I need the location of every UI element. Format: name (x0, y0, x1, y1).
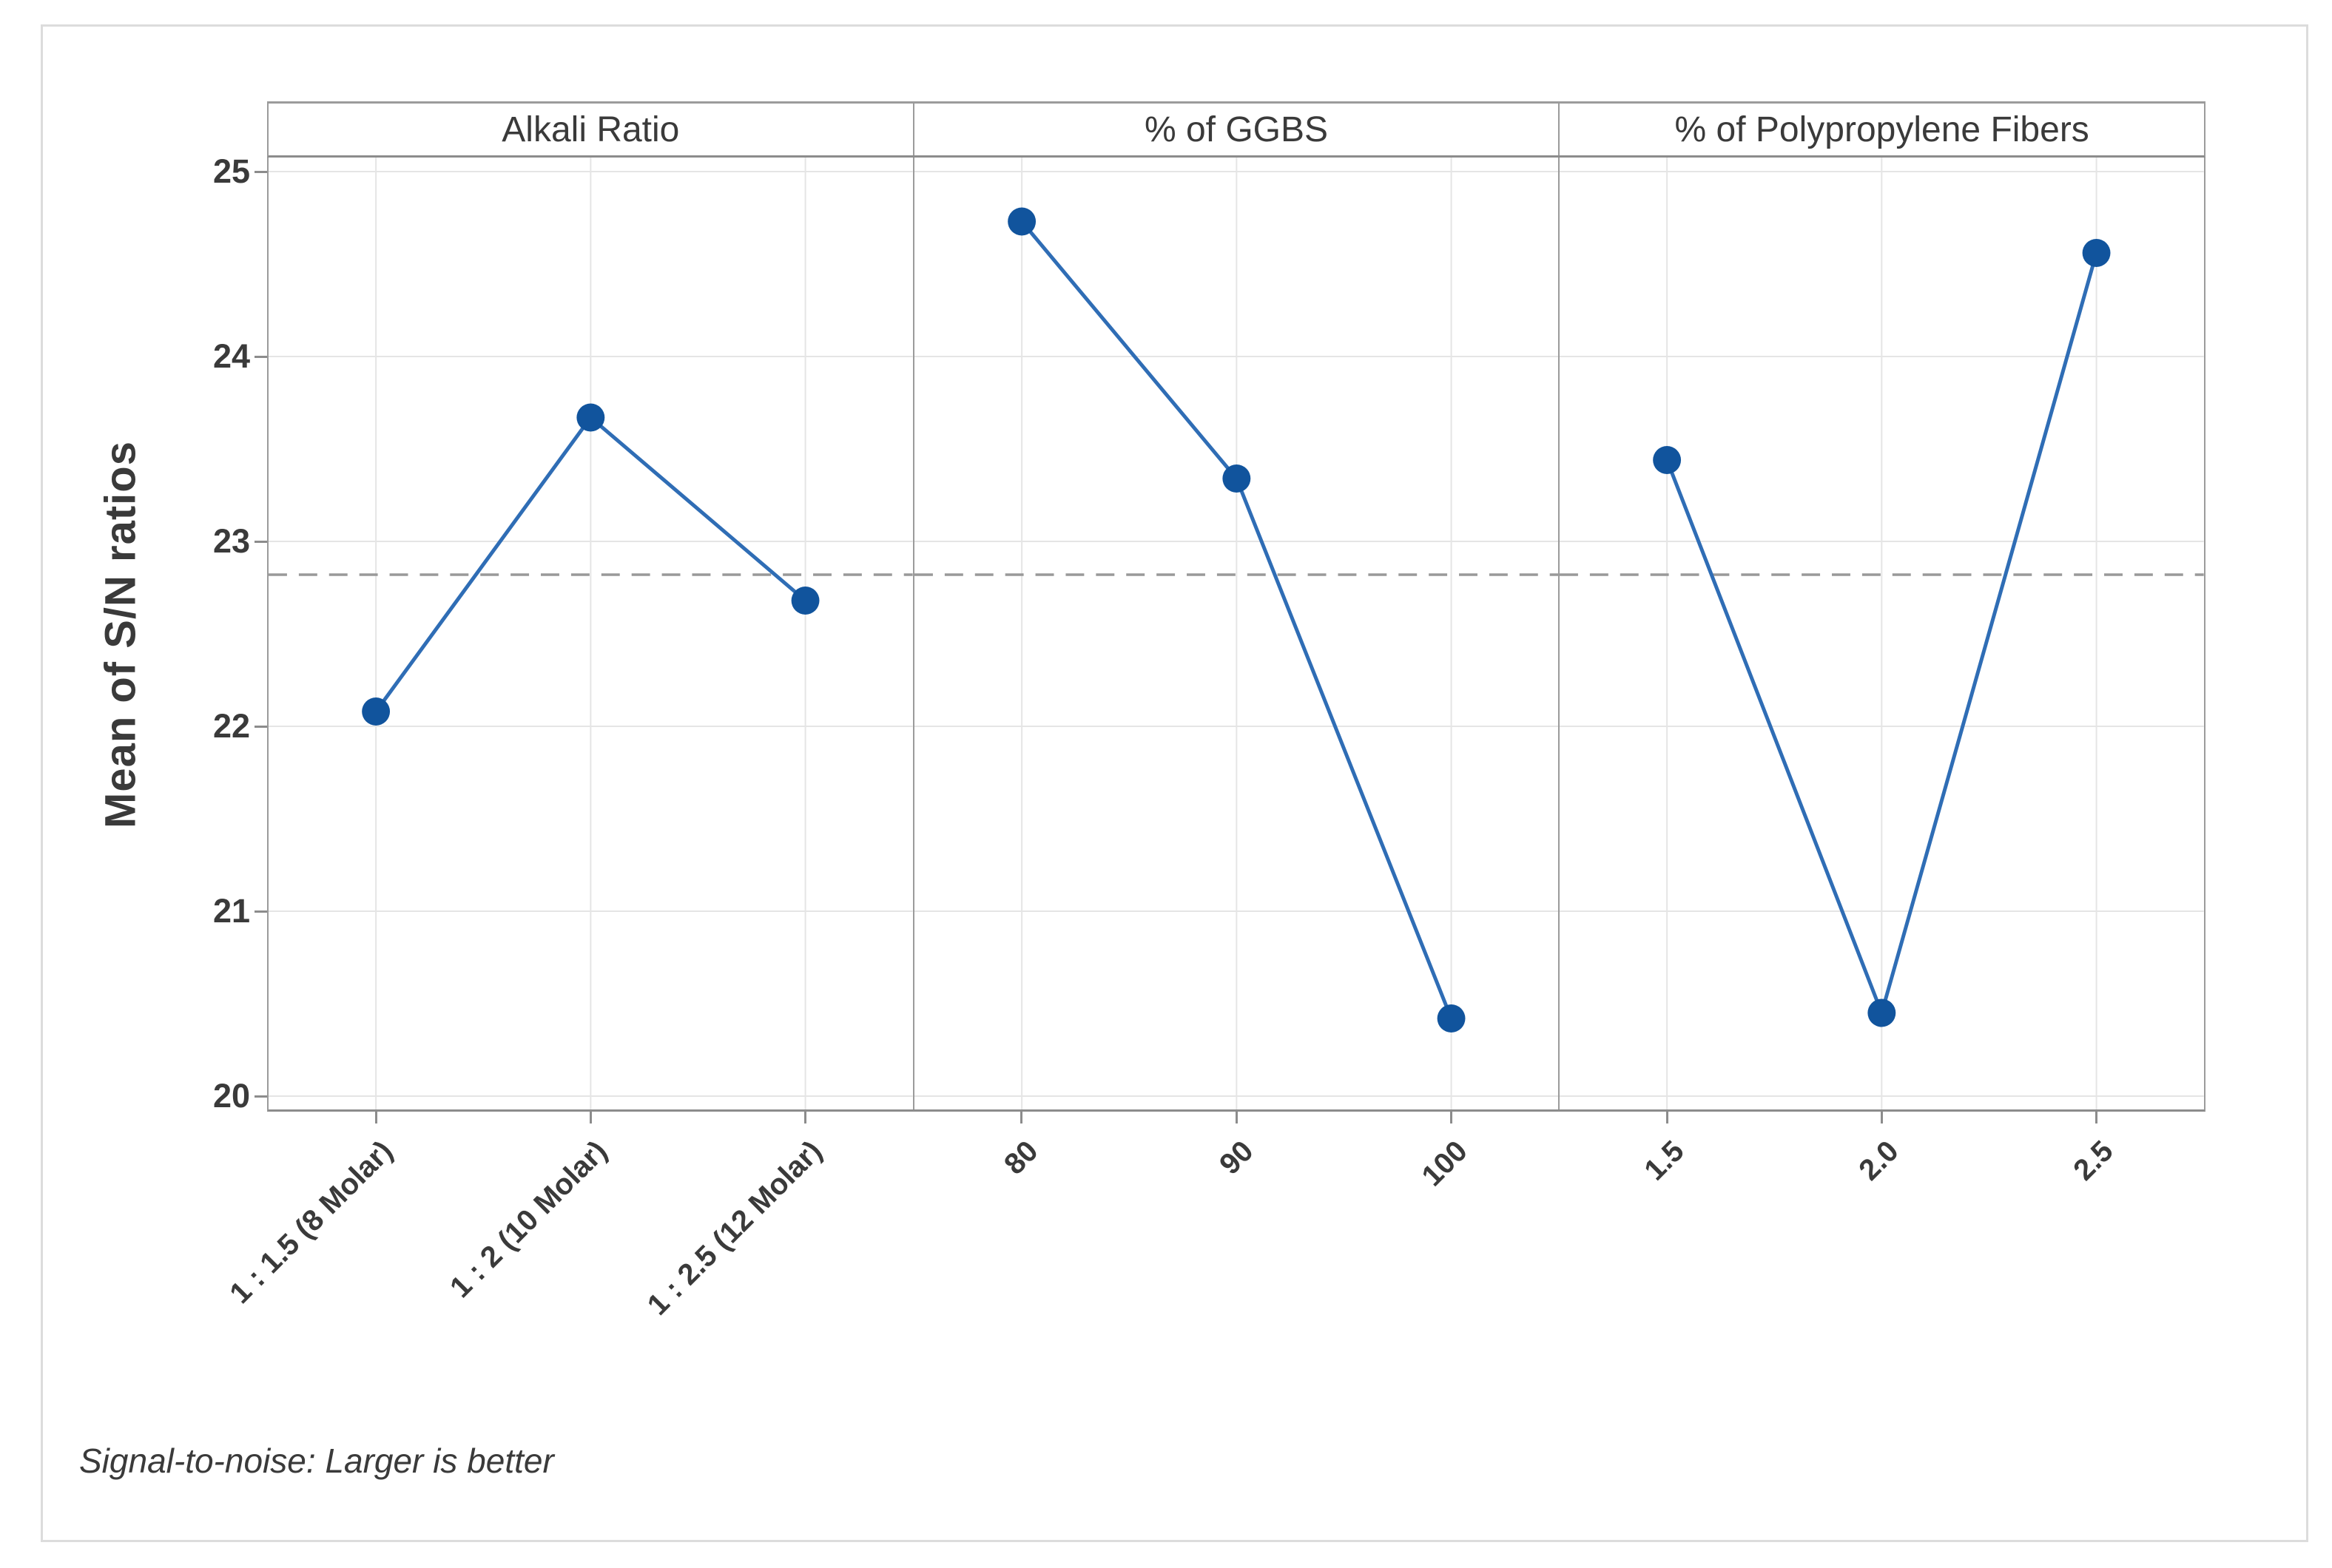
panel-plot-area (269, 158, 913, 1109)
panel-chart-3 (1558, 158, 2205, 1109)
y-tick-mark (255, 170, 267, 173)
x-tick-mark (1665, 1109, 1668, 1123)
y-tick-label: 20 (212, 1077, 250, 1115)
y-tick-label: 25 (212, 152, 250, 190)
panel-chart-2 (912, 158, 1559, 1109)
x-tick-label: 2.5 (2067, 1135, 2120, 1187)
panel-header-row: Alkali Ratio % of GGBS% of Polypropylene … (267, 101, 2205, 158)
y-tick-label: 22 (212, 707, 250, 745)
x-tick-mark (1881, 1109, 1884, 1123)
panel-title-3: % of Polypropylene Fibers (1558, 104, 2204, 155)
x-tick-label: 100 (1416, 1135, 1475, 1193)
data-point (1222, 464, 1250, 493)
data-point (1007, 207, 1036, 236)
x-tick-label: 1 : 2 (10 Molar) (444, 1135, 614, 1305)
data-point (1653, 446, 1682, 474)
panel-title-2: % of GGBS (912, 104, 1559, 155)
x-tick-label: 1 : 1.5 (8 Molar) (223, 1135, 400, 1311)
y-tick-mark (255, 725, 267, 728)
data-point (791, 587, 820, 615)
y-tick-label: 21 (212, 892, 250, 930)
x-tick-mark (804, 1109, 807, 1123)
y-axis-title: Mean of S/N ratios (96, 441, 145, 828)
panel-plot-area (914, 158, 1559, 1109)
panel-chart-row (267, 158, 2205, 1112)
x-tick-label: 90 (1213, 1135, 1260, 1181)
footnote: Signal-to-noise: Larger is better (79, 1442, 554, 1480)
data-point (362, 697, 391, 726)
x-tick-mark (1235, 1109, 1238, 1123)
data-point (576, 403, 605, 432)
x-tick-mark (1449, 1109, 1452, 1123)
x-tick-mark (589, 1109, 592, 1123)
y-tick-mark (255, 355, 267, 358)
data-point (2082, 239, 2111, 267)
y-tick-mark (255, 910, 267, 913)
data-point (1437, 1004, 1466, 1033)
y-tick-label: 23 (212, 522, 250, 560)
y-tick-mark (255, 1095, 267, 1098)
main-effects-plot-figure: Mean of S/N ratios 25 24 23 22 21 20 Alkali R… (41, 24, 2308, 1542)
x-tick-label: 2.0 (1853, 1135, 1905, 1187)
panel-plot-area (1560, 158, 2205, 1109)
x-tick-label: 1 : 2.5 (12 Molar) (641, 1135, 829, 1322)
panel-chart-1 (269, 158, 913, 1109)
x-tick-label: 80 (998, 1135, 1045, 1181)
data-point (1867, 998, 1896, 1027)
y-tick-mark (255, 540, 267, 543)
x-tick-mark (2095, 1109, 2098, 1123)
x-tick-mark (374, 1109, 377, 1123)
panel-title-1: Alkali Ratio (502, 109, 680, 149)
x-tick-mark (1020, 1109, 1023, 1123)
x-tick-label: 1.5 (1638, 1135, 1691, 1187)
y-tick-label: 24 (212, 337, 250, 375)
